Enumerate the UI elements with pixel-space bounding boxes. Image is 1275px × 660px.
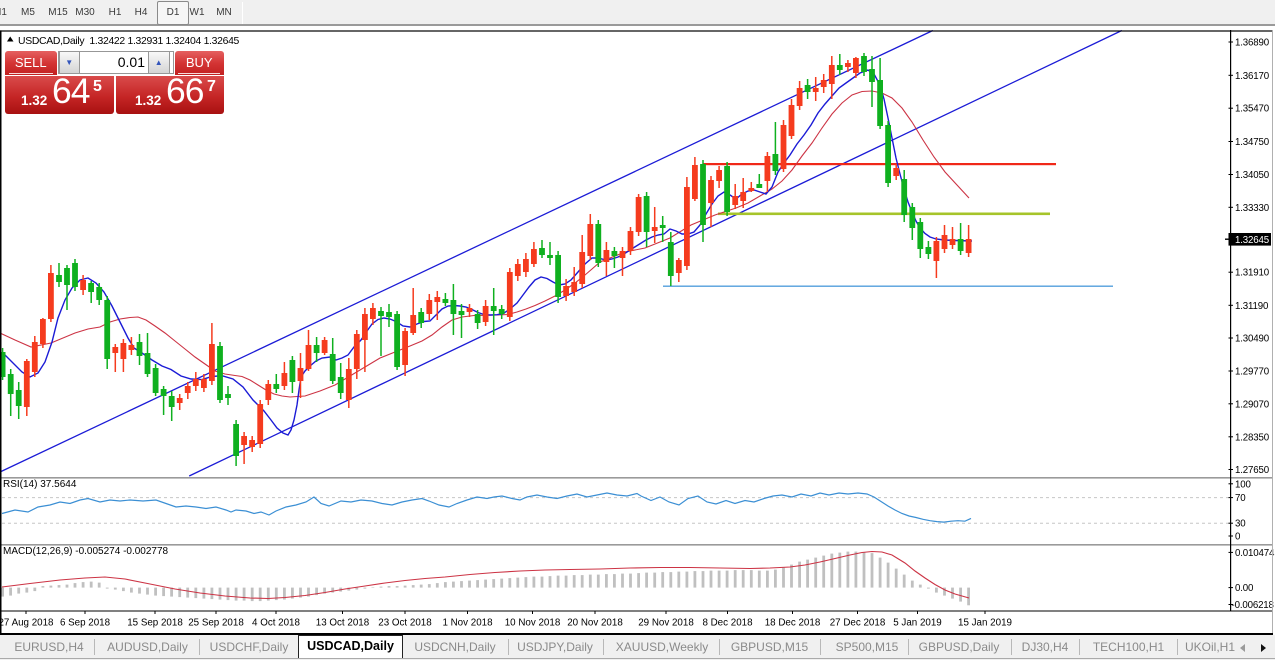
svg-text:1.34750: 1.34750	[1235, 137, 1270, 148]
svg-text:1.27650: 1.27650	[1235, 465, 1270, 476]
svg-text:1.33330: 1.33330	[1235, 203, 1270, 214]
svg-text:1.32645: 1.32645	[1235, 235, 1269, 246]
svg-text:27 Aug 2018: 27 Aug 2018	[0, 618, 54, 629]
svg-text:4 Oct 2018: 4 Oct 2018	[252, 618, 300, 629]
svg-text:13 Oct 2018: 13 Oct 2018	[316, 618, 370, 629]
svg-text:70: 70	[1235, 493, 1246, 504]
svg-text:1.29070: 1.29070	[1235, 399, 1270, 410]
svg-text:USDCAD,Daily 1.32422 1.32931: USDCAD,Daily 1.32422 1.32931 1.32404 1.3…	[18, 36, 240, 47]
svg-text:0.00: 0.00	[1235, 583, 1254, 594]
svg-text:0: 0	[1235, 532, 1241, 543]
svg-text:1.36170: 1.36170	[1235, 71, 1270, 82]
svg-text:18 Dec 2018: 18 Dec 2018	[765, 618, 821, 629]
svg-text:1.35470: 1.35470	[1235, 104, 1270, 115]
svg-text:-0.006218: -0.006218	[1232, 600, 1274, 611]
svg-text:15 Jan 2019: 15 Jan 2019	[958, 618, 1012, 629]
svg-text:0.010474: 0.010474	[1235, 548, 1275, 559]
svg-text:27 Dec 2018: 27 Dec 2018	[830, 618, 886, 629]
svg-text:1.36890: 1.36890	[1235, 38, 1270, 49]
svg-text:1.30490: 1.30490	[1235, 334, 1270, 345]
svg-text:6 Sep 2018: 6 Sep 2018	[60, 618, 111, 629]
svg-text:8 Dec 2018: 8 Dec 2018	[702, 618, 753, 629]
svg-text:5 Jan 2019: 5 Jan 2019	[893, 618, 941, 629]
svg-text:1.31910: 1.31910	[1235, 268, 1270, 279]
svg-text:1.31190: 1.31190	[1235, 301, 1269, 312]
svg-text:1 Nov 2018: 1 Nov 2018	[442, 618, 493, 629]
svg-text:1.29770: 1.29770	[1235, 367, 1270, 378]
svg-text:29 Nov 2018: 29 Nov 2018	[638, 618, 694, 629]
svg-text:23 Oct 2018: 23 Oct 2018	[378, 618, 432, 629]
svg-text:20 Nov 2018: 20 Nov 2018	[567, 618, 623, 629]
svg-text:10 Nov 2018: 10 Nov 2018	[505, 618, 561, 629]
svg-text:1.28350: 1.28350	[1235, 432, 1270, 443]
svg-text:1.34050: 1.34050	[1235, 170, 1270, 181]
svg-text:100: 100	[1235, 479, 1251, 490]
svg-text:RSI(14) 37.5644: RSI(14) 37.5644	[3, 479, 77, 490]
svg-text:30: 30	[1235, 519, 1246, 530]
svg-text:MACD(12,26,9) -0.005274 -0.002: MACD(12,26,9) -0.005274 -0.002778	[3, 546, 169, 557]
svg-text:15 Sep 2018: 15 Sep 2018	[127, 618, 183, 629]
svg-text:25 Sep 2018: 25 Sep 2018	[188, 618, 244, 629]
